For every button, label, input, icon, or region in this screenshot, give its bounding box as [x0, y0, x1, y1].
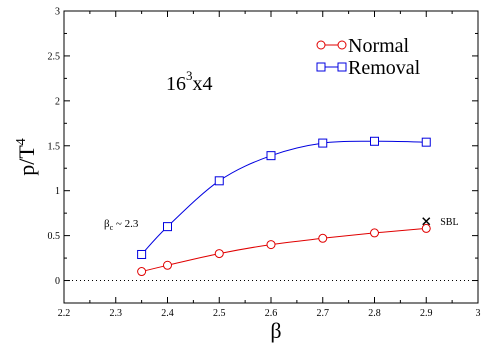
sbl-layer: SBL [422, 217, 459, 228]
beta-critical-annotation: βc ~ 2.3 [104, 218, 139, 232]
y-tick-label: 1 [55, 186, 60, 197]
legend-marker-removal-left [316, 62, 326, 72]
data-point-normal [370, 228, 379, 238]
legend-marker-removal-right [337, 62, 347, 72]
series-layer [137, 136, 431, 277]
legend-entry-normal: Normal [316, 35, 410, 57]
data-point-normal [214, 249, 224, 259]
lattice-size-annotation: 163x4 [166, 68, 213, 95]
legend: Normal Removal [316, 35, 421, 79]
x-tick-label: 2.9 [420, 308, 433, 319]
series-removal [137, 136, 431, 259]
data-point-removal [266, 151, 276, 161]
data-point-normal [266, 240, 276, 250]
x-tick-label: 2.8 [368, 308, 381, 319]
data-point-normal [137, 267, 147, 277]
data-point-removal [421, 137, 431, 147]
ticks-layer: 2.2 2.3 2.4 2.5 2.6 2.7 2.8 2.9 3 0 0.5 1 1.5 2 2.5 3 [48, 7, 481, 320]
legend-marker-normal-left [316, 40, 326, 50]
legend-label-removal: Removal [348, 57, 421, 79]
x-tick-label: 2.7 [317, 308, 330, 319]
y-tick-label: 0.5 [48, 231, 61, 242]
legend-marker-normal-right [337, 40, 347, 50]
y-tick-label: 3 [55, 7, 60, 18]
data-point-normal [318, 233, 328, 243]
x-tick-label: 3 [476, 308, 481, 319]
series-line-removal [141, 140, 427, 255]
legend-entry-removal: Removal [316, 57, 421, 79]
y-tick-label: 2.5 [48, 51, 61, 62]
x-axis-label: β [270, 318, 281, 343]
y-tick-label: 2 [55, 96, 60, 107]
sbl-marker-stroke-2 [422, 217, 431, 226]
y-axis-label: p/T4 [14, 138, 39, 176]
data-point-removal [370, 136, 379, 146]
series-normal [137, 223, 431, 277]
x-tick-label: 2.3 [110, 308, 123, 319]
data-point-removal [137, 249, 147, 259]
data-point-normal [163, 260, 172, 270]
x-tick-label: 2.4 [161, 308, 174, 319]
series-line-normal [141, 227, 427, 273]
x-tick-label: 2.5 [213, 308, 226, 319]
legend-label-normal: Normal [348, 35, 410, 57]
sbl-label: SBL [440, 217, 458, 228]
x-tick-label: 2.2 [58, 308, 71, 319]
x-tick-label: 2.6 [265, 308, 278, 319]
y-tick-label: 1.5 [48, 141, 61, 152]
y-tick-label: 0 [55, 276, 60, 287]
data-point-removal [318, 138, 328, 148]
data-point-removal [214, 176, 224, 186]
data-point-removal [163, 222, 172, 232]
data-point-normal [421, 223, 431, 233]
